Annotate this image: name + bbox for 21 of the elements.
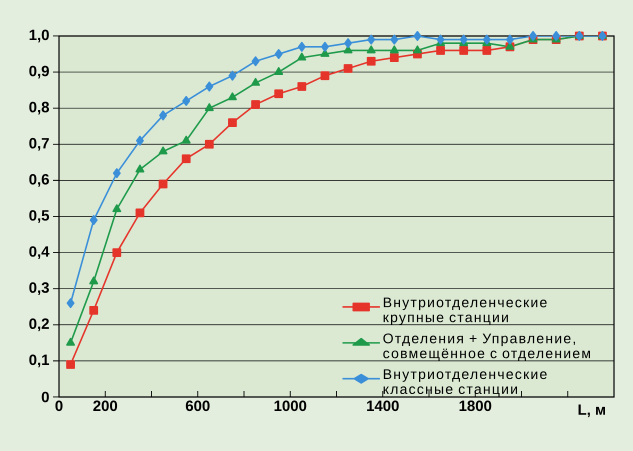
y-tick-label: 0,4 xyxy=(29,246,50,259)
y-tick-label: 0 xyxy=(42,392,49,402)
y-tick-label: 0,3 xyxy=(29,282,49,296)
y-tick-label: 0,6 xyxy=(29,174,49,187)
legend-label: Отделения + Управление, совмещённое с отделением xyxy=(383,333,590,361)
y-tick-label: 0,1 xyxy=(29,354,50,368)
y-tick-label: 1,0 xyxy=(30,30,49,42)
legend-label: Внутриотделенческие классные станции xyxy=(384,369,547,397)
x-axis-title: L, м xyxy=(578,404,605,418)
legend-label: Внутриотделенческие крупные станции xyxy=(384,298,547,326)
y-tick-label: 0,2 xyxy=(29,318,49,332)
y-tick-label: 0,8 xyxy=(29,102,50,115)
x-tick-label: 200 xyxy=(93,400,118,412)
y-tick-label: 0,7 xyxy=(29,138,49,151)
x-tick-label: 600 xyxy=(186,400,210,412)
x-tick-label: 1000 xyxy=(274,400,306,412)
y-tick-label: 0,9 xyxy=(29,66,49,78)
y-tick-label: 0,5 xyxy=(29,210,50,223)
x-tick-label: 1800 xyxy=(460,400,492,412)
x-tick-label: 1400 xyxy=(367,400,399,412)
x-tick-label: 0 xyxy=(55,400,63,412)
